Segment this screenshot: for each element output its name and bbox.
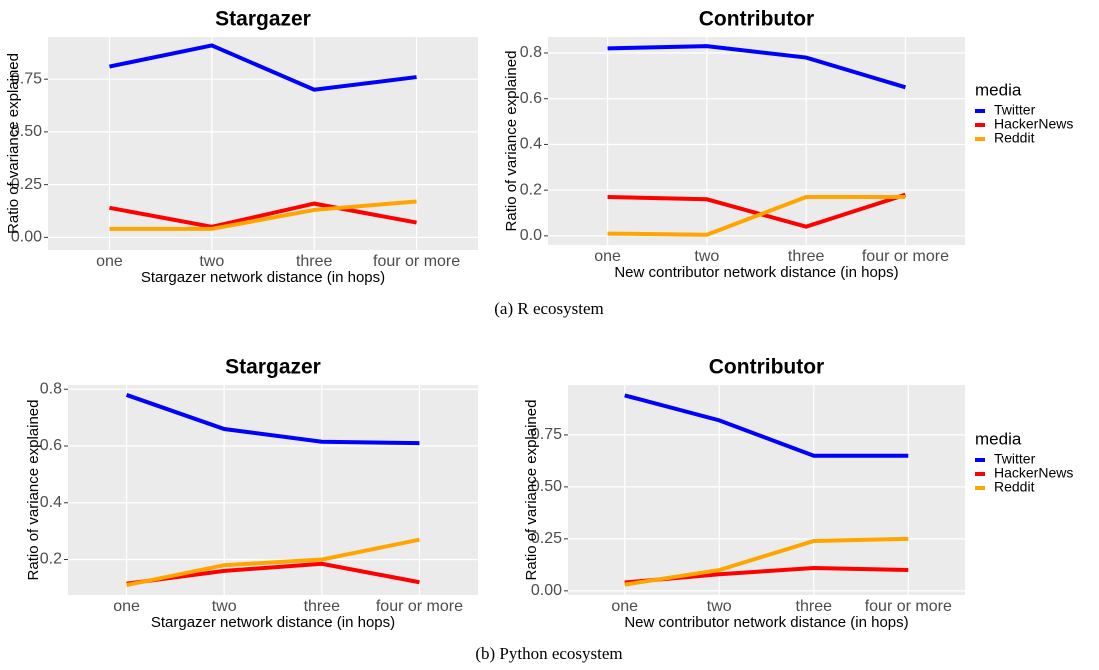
- x-tick-label: two: [212, 598, 237, 615]
- y-tick-label: 0.00: [11, 229, 42, 246]
- y-tick-label: 0.4: [520, 136, 542, 153]
- x-tick-label: one: [594, 248, 621, 265]
- x-tick-label: one: [96, 253, 123, 270]
- x-tick-label: four or more: [373, 253, 460, 270]
- legend-label: Twitter: [994, 102, 1036, 118]
- series-line: [624, 393, 909, 458]
- x-tick-label: three: [296, 253, 333, 270]
- y-tick-label: 0.00: [531, 582, 562, 599]
- series-line: [109, 201, 417, 229]
- chart-title: Contributor: [709, 356, 824, 379]
- legend-title: media: [975, 80, 1022, 99]
- x-tick-label: two: [199, 253, 224, 270]
- series-line: [607, 192, 907, 229]
- legend-label: Reddit: [994, 479, 1035, 495]
- series-line: [607, 44, 907, 90]
- x-axis-label: New contributor network distance (in hop…: [624, 614, 908, 631]
- x-tick-label: four or more: [376, 598, 463, 615]
- y-tick-label: 0.6: [520, 90, 542, 107]
- y-axis-label: Ratio of variance explained: [5, 53, 22, 234]
- x-axis-label: Stargazer network distance (in hops): [141, 269, 385, 286]
- y-tick-label: 0.25: [531, 530, 562, 547]
- x-tick-label: four or more: [862, 248, 949, 265]
- y-tick-label: 0.2: [40, 551, 62, 568]
- x-axis-label: Stargazer network distance (in hops): [151, 614, 395, 631]
- x-tick-label: four or more: [865, 598, 952, 615]
- y-axis-label: Ratio of variance explained: [25, 400, 42, 581]
- x-tick-label: two: [707, 598, 732, 615]
- x-tick-label: one: [611, 598, 638, 615]
- y-tick-label: 0.25: [11, 176, 42, 193]
- x-tick-label: three: [788, 248, 825, 265]
- legend-label: Twitter: [994, 451, 1036, 467]
- x-tick-label: one: [113, 598, 140, 615]
- x-tick-label: three: [304, 598, 341, 615]
- y-tick-label: 0.6: [40, 437, 62, 454]
- y-axis-label: Ratio of variance explained: [503, 51, 520, 232]
- y-tick-label: 0.8: [520, 44, 542, 61]
- panel: [548, 37, 965, 245]
- x-axis-label: New contributor network distance (in hop…: [614, 264, 898, 281]
- chart-title: Contributor: [699, 8, 814, 31]
- y-tick-label: 0.75: [11, 70, 42, 87]
- y-axis-label: Ratio of variance explained: [523, 400, 540, 581]
- series-line: [126, 561, 420, 586]
- y-tick-label: 0.75: [531, 426, 562, 443]
- caption: (b) Python ecosystem: [475, 644, 622, 663]
- legend-title: media: [975, 429, 1022, 448]
- y-tick-label: 0.50: [11, 123, 42, 140]
- series-line: [125, 393, 420, 446]
- legend-label: HackerNews: [994, 465, 1073, 481]
- series-line: [109, 199, 417, 231]
- y-tick-label: 0.8: [40, 380, 62, 397]
- chart-title: Stargazer: [215, 8, 311, 31]
- series-line: [109, 43, 417, 92]
- y-tick-label: 0.4: [40, 494, 62, 511]
- series-line: [624, 536, 909, 587]
- panel: [568, 385, 965, 595]
- legend-label: Reddit: [994, 130, 1035, 146]
- y-tick-label: 0.50: [531, 478, 562, 495]
- x-tick-label: three: [796, 598, 833, 615]
- y-tick-label: 0.2: [520, 181, 542, 198]
- chart-title: Stargazer: [225, 356, 321, 379]
- series-line: [607, 195, 906, 237]
- legend-label: HackerNews: [994, 116, 1073, 132]
- series-line: [126, 537, 420, 588]
- y-tick-label: 0.0: [520, 227, 542, 244]
- x-tick-label: two: [694, 248, 719, 265]
- caption: (a) R ecosystem: [494, 299, 604, 318]
